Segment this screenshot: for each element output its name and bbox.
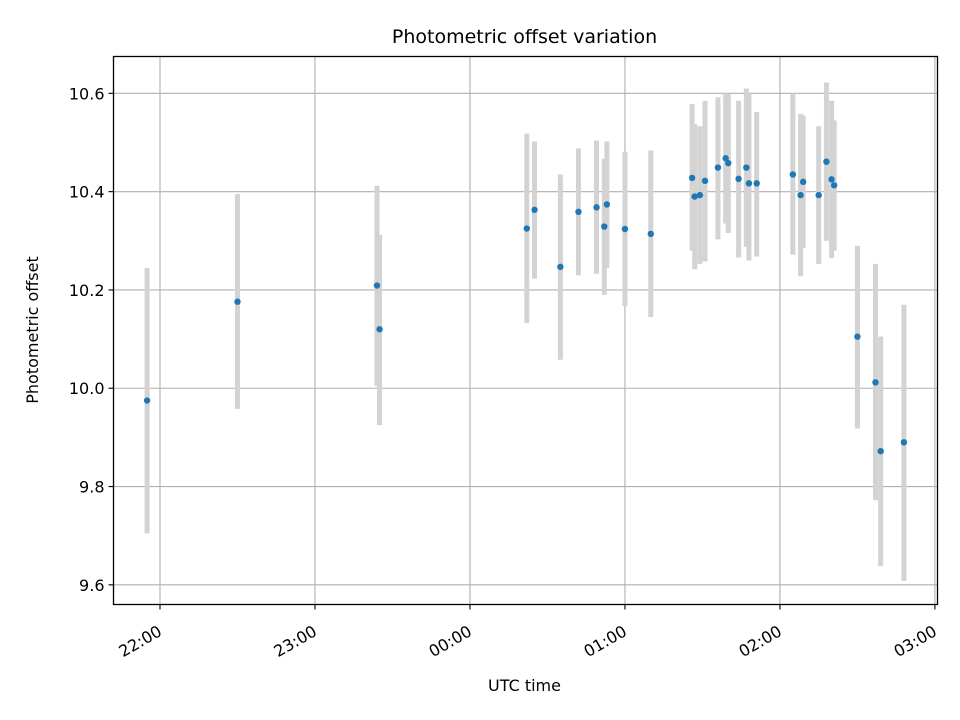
data-point (872, 379, 879, 386)
data-point (557, 263, 564, 271)
data-point (815, 191, 822, 199)
data-point (691, 193, 698, 200)
data-point (575, 208, 582, 216)
data-point (799, 178, 807, 186)
data-point (823, 158, 830, 165)
data-point (722, 155, 729, 162)
y-axis-title: Photometric offset (23, 256, 42, 404)
y-tick-label: 9.8 (79, 478, 104, 497)
data-point (745, 180, 753, 187)
y-tick-label: 10.6 (69, 84, 105, 103)
data-point (601, 223, 608, 230)
data-point (647, 230, 654, 238)
data-point (789, 171, 797, 178)
data-point (854, 333, 861, 340)
y-tick-label: 10.0 (69, 379, 105, 398)
grid-lines (113, 56, 938, 605)
data-point (797, 191, 804, 199)
x-axis-title: UTC time (488, 676, 561, 695)
data-point (621, 225, 629, 233)
data-point (725, 159, 732, 167)
data-point (696, 191, 704, 199)
chart-title: Photometric offset variation (392, 26, 657, 48)
y-axis: 9.6 9.8 10.0 10.2 10.4 10.6 (69, 84, 114, 595)
data-point (143, 397, 151, 404)
data-point (877, 447, 884, 455)
y-tick-label: 10.4 (69, 183, 105, 202)
y-tick-label: 9.6 (79, 576, 104, 595)
data-point (234, 298, 241, 305)
data-point (753, 180, 760, 187)
data-point (376, 326, 383, 333)
data-point (688, 174, 696, 182)
data-point (603, 201, 611, 208)
data-point (523, 225, 530, 232)
data-point (593, 204, 600, 211)
data-point (531, 206, 538, 214)
y-tick-label: 10.2 (69, 281, 105, 300)
data-point (828, 176, 835, 183)
data-point (714, 164, 722, 171)
data-point (900, 439, 908, 446)
data-point (830, 182, 838, 189)
plot-frame (112, 55, 939, 606)
data-point (735, 175, 742, 183)
data-points (143, 155, 908, 455)
data-point (743, 164, 750, 171)
data-point (701, 177, 709, 185)
data-point (373, 282, 381, 289)
